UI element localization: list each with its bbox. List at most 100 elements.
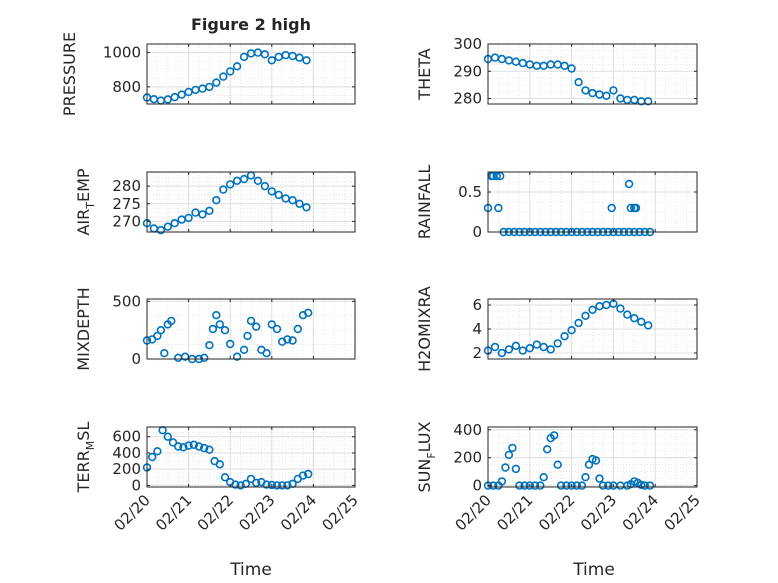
- theta-data-point: [643, 97, 653, 106]
- y-tick-label: 290: [453, 62, 482, 80]
- sun_flux-data-point: [553, 460, 562, 469]
- y-tick-label: 270: [112, 212, 141, 230]
- y-tick-label: 400: [453, 421, 482, 439]
- terr_msl-data-point: [174, 442, 183, 451]
- air_temp-data-point: [267, 187, 276, 196]
- sun_flux-data-point: [581, 473, 590, 482]
- y-tick-label: 275: [112, 195, 141, 213]
- pressure-data-point: [219, 72, 228, 81]
- h2omixra-data-point: [630, 314, 639, 323]
- sun_flux-data-point: [591, 456, 601, 465]
- x-tick-label: 02/21: [152, 491, 195, 534]
- air_temp-data-point: [198, 210, 207, 219]
- mixdepth-data-point: [232, 352, 242, 361]
- pressure-data-point: [226, 67, 235, 76]
- y-axis-label: RAINFALL: [415, 165, 434, 240]
- y-tick-label: 280: [453, 90, 482, 108]
- figure-title: Figure 2 high: [191, 15, 311, 34]
- mixdepth-data-point: [267, 320, 276, 329]
- h2omixra-data-point: [497, 348, 507, 358]
- terr_msl-data-point: [220, 473, 230, 482]
- x-axis-label-right: Time: [572, 560, 615, 580]
- sun_flux-data-point: [536, 481, 545, 490]
- panel-rainfall: 0 0.5 RAINFALL: [415, 165, 698, 241]
- sun_flux-data-point: [525, 481, 534, 490]
- terr_msl-data-point: [246, 474, 256, 484]
- sun_flux-data-point: [508, 443, 517, 453]
- h2omixra-data-point: [623, 310, 632, 319]
- y-tick-label: 600: [112, 428, 141, 446]
- h2omixra-data-point: [525, 344, 534, 353]
- mixdepth-data-point: [246, 316, 256, 326]
- sun_flux-data-point: [556, 481, 566, 490]
- y-tick-label: 400: [112, 444, 141, 462]
- pressure-data-point: [205, 82, 214, 92]
- terr_msl-data-point: [205, 445, 214, 454]
- mixdepth-data-point: [272, 324, 282, 334]
- terr_msl-data-point: [262, 480, 271, 489]
- h2omixra-data-point: [511, 341, 521, 350]
- pressure-data-point: [163, 95, 173, 104]
- mixdepth-data-point: [252, 322, 261, 331]
- panel-mixdepth: 0 500 MIXDEPTH: [74, 287, 356, 371]
- x-tick-label: 02/23: [235, 491, 278, 534]
- air_temp-data-point: [288, 196, 297, 205]
- axes-box: [146, 298, 356, 360]
- terr_msl-data-point: [272, 481, 282, 490]
- pressure-data-point: [232, 62, 242, 71]
- panel-h2omixra: 2 4 6 H2OMIXRA: [415, 286, 698, 372]
- axes-box: [146, 426, 356, 488]
- mixdepth-data-point: [226, 339, 235, 349]
- pressure-data-point: [302, 56, 311, 65]
- terr_msl-data-point: [200, 443, 209, 453]
- h2omixra-data-point: [504, 345, 514, 354]
- h2omixra-data-point: [560, 332, 569, 341]
- mixdepth-data-point: [288, 336, 297, 345]
- theta-data-point: [567, 64, 576, 73]
- sun_flux-data-point: [572, 481, 581, 490]
- air_temp-data-point: [184, 213, 193, 223]
- h2omixra-data-point: [539, 342, 548, 352]
- x-tick-label: 02/25: [661, 491, 704, 534]
- h2omixra-data-point: [490, 342, 500, 352]
- x-tick-label: 02/20: [111, 491, 154, 534]
- terr_msl-data-point: [278, 481, 287, 490]
- sun_flux-data-point: [598, 481, 608, 490]
- terr_msl-data-point: [304, 469, 313, 479]
- terr_msl-data-point: [298, 471, 308, 480]
- x-axis-label-left: Time: [229, 560, 272, 580]
- y-tick-label: 200: [453, 449, 482, 467]
- sun_flux-data-point: [562, 481, 571, 490]
- sun_flux-data-point: [520, 481, 529, 490]
- pressure-data-point: [260, 50, 270, 59]
- air_temp-data-point: [205, 206, 214, 216]
- x-tick-label: 02/23: [577, 491, 620, 534]
- terr_msl-data-point: [252, 478, 261, 488]
- terr_msl-data-point: [231, 480, 240, 489]
- pressure-data-point: [170, 92, 179, 102]
- terr_msl-data-point: [148, 452, 157, 462]
- air_temp-data-point: [295, 199, 304, 209]
- y-tick-label: 1000: [103, 44, 141, 62]
- y-tick-label: 0: [131, 476, 141, 494]
- h2omixra-data-point: [518, 346, 527, 355]
- terr_msl-data-point: [163, 432, 173, 441]
- y-axis-label: AIRTEMP: [74, 168, 97, 235]
- y-axis-label: SUNFLUX: [415, 421, 438, 492]
- rainfall-data-point: [607, 203, 616, 213]
- air_temp-data-point: [302, 203, 311, 212]
- air_temp-data-point: [212, 196, 221, 205]
- terr_msl-data-point: [184, 441, 193, 450]
- x-tick-label: 02/21: [493, 491, 536, 534]
- pressure-data-point: [212, 78, 221, 87]
- rainfall-data-point: [496, 171, 505, 181]
- sun_flux-data-point: [637, 480, 646, 490]
- axes-box: [487, 171, 698, 233]
- y-tick-label: 0: [472, 223, 482, 241]
- air_temp-data-point: [226, 180, 235, 189]
- terr_msl-data-point: [236, 481, 245, 490]
- terr_msl-data-point: [267, 480, 276, 490]
- pressure-data-point: [295, 53, 304, 62]
- sun_flux-data-point: [511, 464, 521, 474]
